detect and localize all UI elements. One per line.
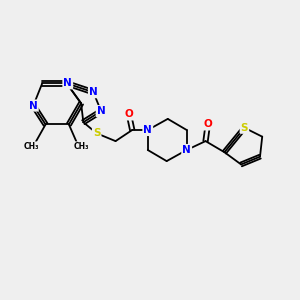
Text: O: O [124, 110, 133, 119]
Text: N: N [143, 125, 152, 135]
Text: O: O [203, 119, 212, 129]
Text: CH₃: CH₃ [74, 142, 89, 151]
Text: CH₃: CH₃ [23, 142, 39, 151]
Text: N: N [89, 87, 98, 97]
Text: S: S [93, 128, 100, 138]
Text: S: S [241, 123, 248, 133]
Text: N: N [29, 100, 38, 111]
Text: N: N [97, 106, 106, 116]
Text: N: N [182, 145, 191, 155]
Text: N: N [63, 78, 72, 88]
